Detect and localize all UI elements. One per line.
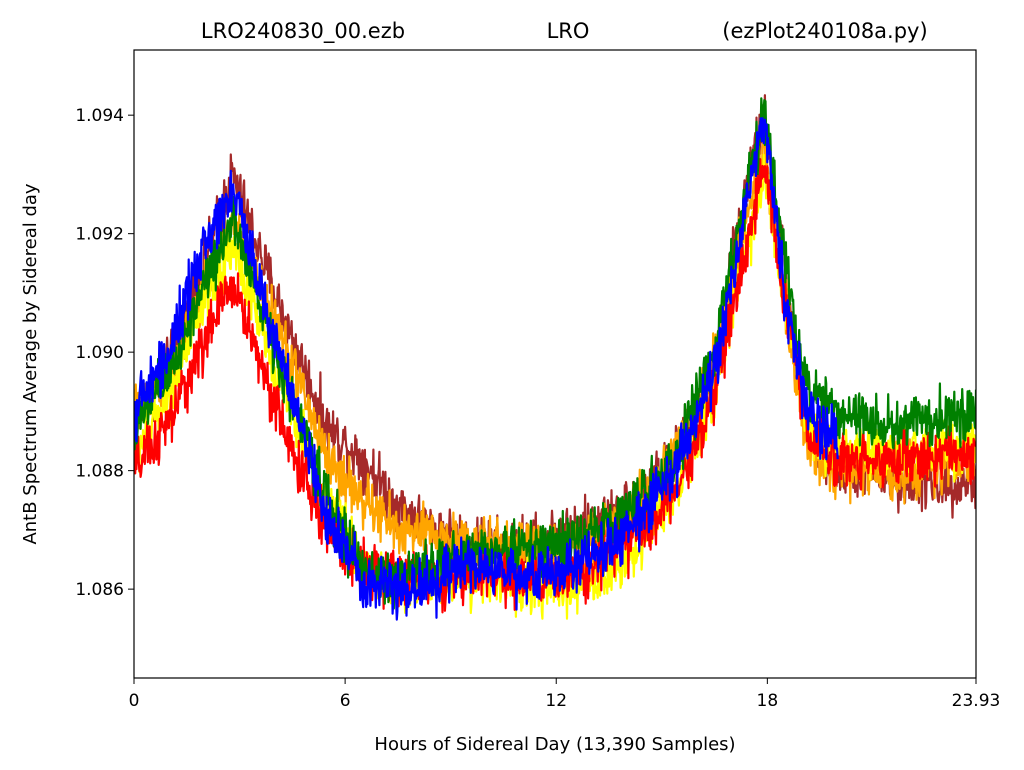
x-axis-label: Hours of Sidereal Day (13,390 Samples) [374,734,735,755]
y-tick-label: 1.090 [75,343,124,363]
y-tick-label: 1.094 [75,106,124,126]
y-axis: 1.086 1.088 1.090 1.092 1.094 [75,106,134,600]
chart-title-center: LRO [547,19,590,43]
chart-title-right: (ezPlot240108a.py) [722,19,927,43]
chart-title-left: LRO240830_00.ezb [201,19,405,44]
y-tick-label: 1.092 [75,225,124,245]
series-line [134,117,839,621]
series-layer [134,94,976,621]
x-tick-label: 18 [757,691,779,711]
y-tick-label: 1.088 [75,462,124,482]
x-tick-label: 12 [545,691,567,711]
y-tick-label: 1.086 [75,580,124,600]
x-tick-label: 6 [340,691,351,711]
x-tick-label: 0 [129,691,140,711]
y-axis-label: AntB Spectrum Average by Sidereal day [20,183,41,544]
plot-frame [133,49,977,679]
x-tick-label: 23.93 [952,691,1001,711]
x-axis: 0 6 12 18 23.93 [129,678,1001,711]
